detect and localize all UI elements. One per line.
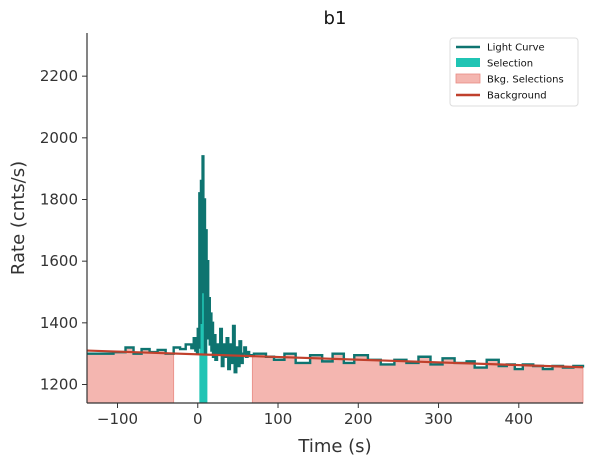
background-line xyxy=(86,349,584,369)
light-curve-line xyxy=(87,155,585,374)
y-tick-label: 2000 xyxy=(40,129,78,147)
x-tick-label: 400 xyxy=(504,410,533,428)
axes: −100 0 100 200 300 400 1200 1400 1600 1800 2000 220… xyxy=(40,33,583,428)
x-tick-label: −100 xyxy=(97,410,138,428)
legend-swatch-patch xyxy=(455,73,481,84)
y-tick-label: 1400 xyxy=(40,314,78,332)
chart-title: b1 xyxy=(324,8,347,29)
legend-label: Bkg. Selections xyxy=(487,75,564,86)
x-tick-label: 300 xyxy=(424,410,453,428)
legend-label: Selection xyxy=(487,59,533,70)
y-tick-label: 2200 xyxy=(40,67,78,85)
x-axis-label: Time (s) xyxy=(297,436,371,457)
bkg-selection-fill-0 xyxy=(86,347,175,404)
y-tick-label: 1800 xyxy=(40,191,78,209)
y-tick-label: 1200 xyxy=(40,376,78,394)
legend-label: Light Curve xyxy=(487,43,545,54)
y-tick-label: 1600 xyxy=(40,252,78,270)
x-tick-label: 100 xyxy=(264,410,293,428)
legend-box xyxy=(449,37,579,107)
legend-swatch-patch xyxy=(456,58,480,67)
x-tick-label: 0 xyxy=(193,410,203,428)
y-axis-label: Rate (cnts/s) xyxy=(8,161,29,275)
legend: Light Curve Selection Bkg. Selections Backg… xyxy=(449,37,579,107)
plot-area xyxy=(86,155,585,404)
x-tick-label: 200 xyxy=(344,410,373,428)
legend-label: Background xyxy=(487,91,547,102)
